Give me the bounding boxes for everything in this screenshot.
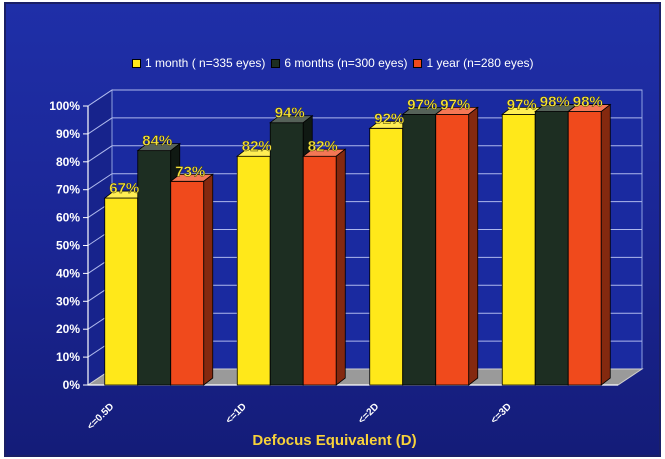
x-tick-label: <=2D xyxy=(356,401,381,426)
data-label: 98% xyxy=(540,94,570,111)
bar-front xyxy=(137,150,172,386)
data-label: 98% xyxy=(573,94,603,111)
x-tick-label: <=0.5D xyxy=(85,401,116,432)
bar xyxy=(567,103,612,386)
y-tick-label: 20% xyxy=(56,322,80,336)
bar-front xyxy=(104,197,139,386)
chart-frame: 0% 10% 20% 30% 40% 50% 60% 70% 80% 90% 100% <=0.5D <… xyxy=(4,2,661,457)
bar-front xyxy=(501,113,536,386)
data-label: 82% xyxy=(308,138,338,155)
y-tick-label: 40% xyxy=(56,266,80,280)
bar xyxy=(302,148,347,386)
legend: 1 month ( n=335 eyes) 6 months (n=300 ey… xyxy=(132,54,534,72)
legend-item: 1 month ( n=335 eyes) xyxy=(132,56,265,70)
data-label: 73% xyxy=(175,163,205,180)
x-tick-label: <=3D xyxy=(489,401,514,426)
bar-front xyxy=(402,113,437,386)
data-label: 67% xyxy=(109,180,139,197)
chart-plot: 0% 10% 20% 30% 40% 50% 60% 70% 80% 90% 100% <=0.5D <… xyxy=(49,89,644,432)
bar-front xyxy=(170,180,205,386)
bar-front xyxy=(369,127,404,386)
data-label: 82% xyxy=(242,138,272,155)
legend-item: 1 year (n=280 eyes) xyxy=(413,56,534,70)
bar xyxy=(434,106,479,386)
data-label: 84% xyxy=(142,133,172,150)
data-label: 97% xyxy=(407,96,437,113)
legend-swatch xyxy=(413,58,423,68)
data-label: 92% xyxy=(374,110,404,127)
bar-front xyxy=(567,111,602,386)
legend-item: 6 months (n=300 eyes) xyxy=(271,56,407,70)
y-tick-label: 30% xyxy=(56,294,80,308)
data-label: 97% xyxy=(507,96,537,113)
y-tick-label: 50% xyxy=(56,239,80,253)
data-label: 97% xyxy=(440,96,470,113)
bar-front xyxy=(269,122,304,386)
bar-front xyxy=(435,113,470,386)
y-tick-label: 60% xyxy=(56,211,80,225)
x-tick-label: <=1D xyxy=(224,401,249,426)
legend-label: 1 month ( n=335 eyes) xyxy=(145,56,266,70)
bar-front xyxy=(534,111,569,386)
legend-label: 6 months (n=300 eyes) xyxy=(284,56,408,70)
y-tick-label: 0% xyxy=(63,378,81,392)
bar-side xyxy=(600,103,611,386)
bar-front xyxy=(236,155,271,386)
data-label: 94% xyxy=(275,105,305,122)
gridline xyxy=(87,89,642,107)
legend-swatch xyxy=(271,58,281,68)
y-tick-label: 70% xyxy=(56,183,80,197)
bar-side xyxy=(468,106,479,386)
y-tick-label: 90% xyxy=(56,127,80,141)
bar-side xyxy=(203,173,214,386)
bar-side xyxy=(335,148,346,386)
y-tick-label: 100% xyxy=(49,99,80,113)
x-axis-title: Defocus Equivalent (D) xyxy=(252,432,417,449)
legend-swatch xyxy=(132,58,141,68)
y-tick-label: 80% xyxy=(56,155,80,169)
bar xyxy=(169,173,214,386)
y-tick-label: 10% xyxy=(56,350,80,364)
bar-front xyxy=(302,155,337,386)
legend-label: 1 year (n=280 eyes) xyxy=(426,56,534,70)
